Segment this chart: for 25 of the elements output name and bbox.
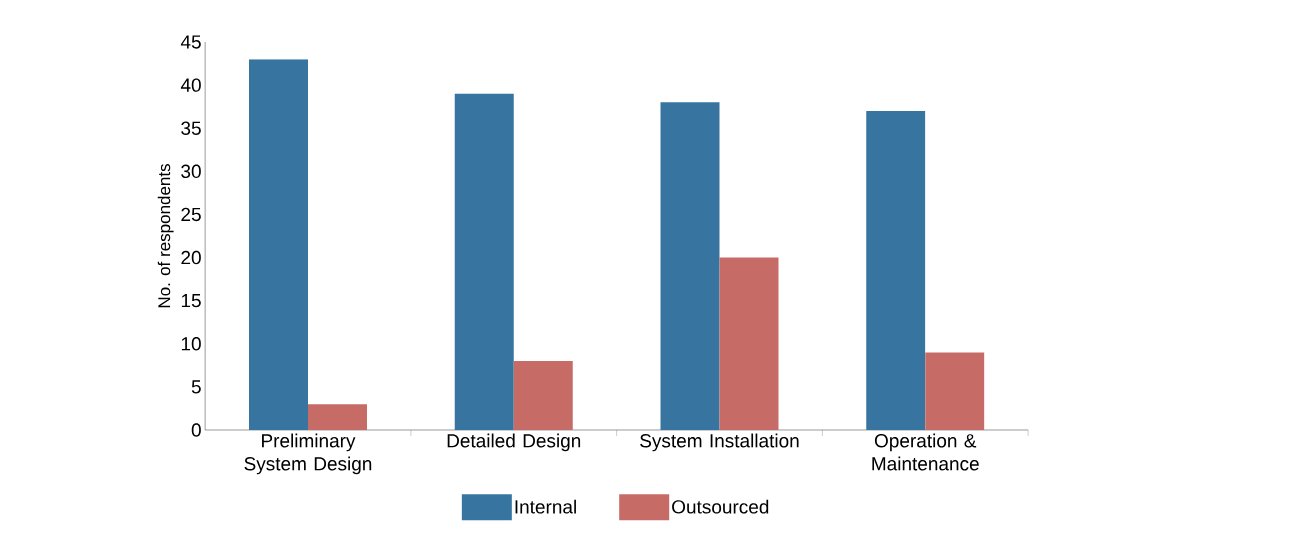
bar xyxy=(513,361,573,430)
x-tick-label: Detailed Design xyxy=(447,433,581,452)
y-tick-label: 10 xyxy=(181,337,201,351)
y-tick-label: 45 xyxy=(180,35,201,49)
legend-label: Internal xyxy=(515,499,576,514)
bar xyxy=(925,352,985,430)
bar xyxy=(308,404,367,430)
y-axis-title: No. of respondents xyxy=(157,164,174,308)
bar xyxy=(719,257,779,430)
y-tick-label: 40 xyxy=(180,78,201,92)
y-tick-label: 35 xyxy=(181,121,201,135)
y-tick-label: 20 xyxy=(181,250,201,265)
y-tick-label: 25 xyxy=(181,207,201,222)
x-tick-label: Preliminary System Design xyxy=(244,433,372,475)
bar xyxy=(249,59,308,430)
y-tick-label: 0 xyxy=(191,423,201,437)
bar xyxy=(454,93,514,430)
y-tick-label: 15 xyxy=(181,294,201,308)
bar xyxy=(660,102,720,430)
legend-label: Outsourced xyxy=(672,499,769,514)
y-tick-label: 5 xyxy=(191,380,201,394)
x-tick-label: System Installation xyxy=(640,433,799,452)
y-tick-label: 30 xyxy=(181,164,201,179)
bar xyxy=(866,110,926,430)
x-tick-label: Operation & Maintenance xyxy=(872,433,979,471)
